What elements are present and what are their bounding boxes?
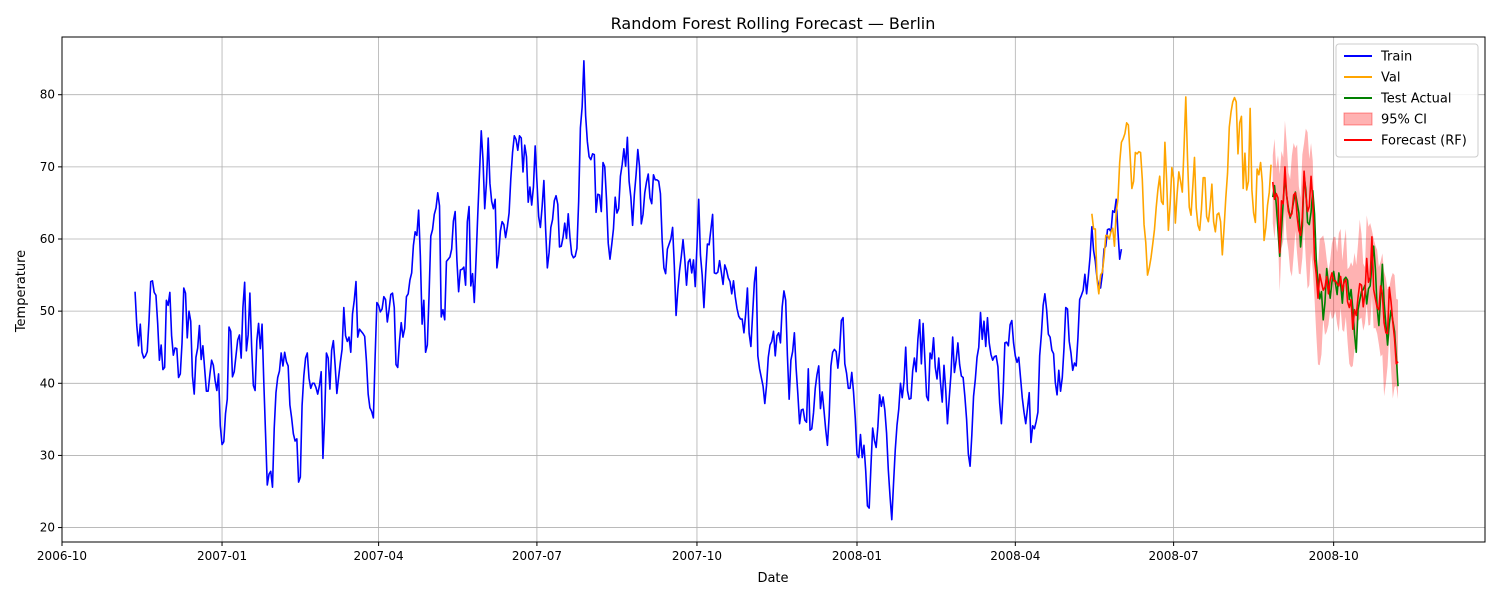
series-line-val [1091,96,1272,295]
y-tick-label: 70 [40,160,55,174]
y-tick-label: 20 [40,521,55,535]
y-tick-label: 50 [40,304,55,318]
legend-label-95-ci: 95% CI [1381,113,1427,128]
y-tick-label: 40 [40,376,55,390]
x-tick-label: 2007-07 [512,549,562,563]
legend-label-forecast-rf: Forecast (RF) [1381,134,1467,149]
series-lines [134,60,1399,521]
x-tick-label: 2008-10 [1309,549,1359,563]
y-tick-label: 60 [40,232,55,246]
series-line-forecast-rf [1271,166,1399,365]
ci-band-layer [1272,120,1399,400]
x-tick-label: 2007-10 [672,549,722,563]
legend: Train Val Test Actual 95% CI Forecast (RF) [1335,43,1479,158]
legend-box [1335,43,1479,158]
x-tick-label: 2008-07 [1149,549,1199,563]
y-axis: 20 30 40 50 60 70 80 [40,88,62,535]
x-tick-label: 2008-01 [832,549,882,563]
chart-title: Random Forest Rolling Forecast — Berlin [611,14,936,33]
legend-label-test-actual: Test Actual [1380,92,1451,107]
y-axis-label: Temperature [14,250,29,333]
plot-frame [61,36,1486,543]
legend-label-val: Val [1381,71,1400,86]
grid [61,37,1485,542]
series-line-train [134,60,1123,521]
x-tick-label: 2007-04 [354,549,404,563]
x-tick-label: 2008-04 [990,549,1040,563]
x-tick-label: 2006-10 [37,549,87,563]
x-tick-label: 2007-01 [197,549,247,563]
y-tick-label: 80 [40,88,55,102]
y-tick-label: 30 [40,448,55,462]
ci-band [1272,120,1399,400]
legend-label-train: Train [1380,50,1412,65]
x-axis: 2006-10 2007-01 2007-04 2007-07 2007-10 2008-… [37,542,1359,563]
legend-swatch-95-ci [1343,112,1373,126]
x-axis-label: Date [757,571,788,586]
